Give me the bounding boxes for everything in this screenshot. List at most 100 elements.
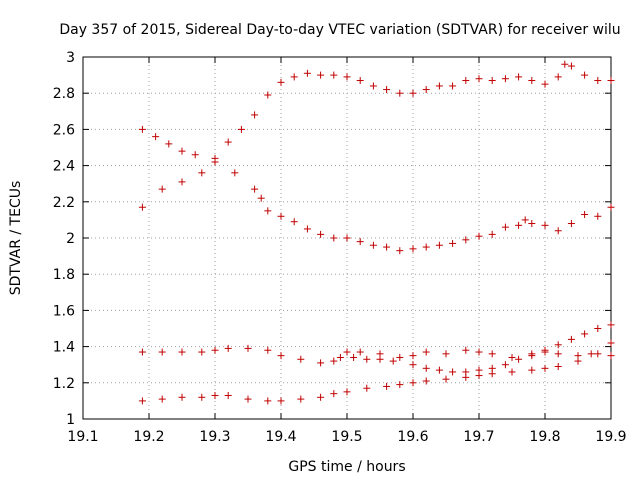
data-point: [343, 73, 351, 81]
data-point: [422, 348, 430, 356]
data-point: [488, 77, 496, 85]
data-point: [264, 397, 272, 405]
data-point: [396, 353, 404, 361]
data-point: [409, 379, 417, 387]
data-point: [422, 86, 430, 94]
data-point: [515, 221, 523, 229]
data-point: [594, 77, 602, 85]
data-point: [330, 390, 338, 398]
data-point: [475, 348, 483, 356]
data-point: [587, 350, 595, 358]
y-tick-label: 1.6: [53, 303, 75, 319]
data-point: [515, 355, 523, 363]
x-tick-label: 19.5: [331, 429, 362, 445]
data-point: [383, 243, 391, 251]
data-point: [528, 77, 536, 85]
data-point: [198, 393, 206, 401]
data-point: [178, 393, 186, 401]
x-tick-label: 19.1: [67, 429, 98, 445]
data-point: [567, 220, 575, 228]
data-point: [607, 352, 615, 360]
data-point: [442, 350, 450, 358]
data-point: [581, 330, 589, 338]
data-point: [297, 395, 305, 403]
data-point: [594, 350, 602, 358]
data-point: [442, 375, 450, 383]
y-tick-label: 2.8: [53, 86, 75, 102]
data-point: [369, 241, 377, 249]
data-point: [567, 335, 575, 343]
data-point: [488, 370, 496, 378]
data-point: [581, 210, 589, 218]
x-tick-label: 19.4: [265, 429, 296, 445]
data-point: [515, 73, 523, 81]
data-point: [178, 178, 186, 186]
data-point: [277, 78, 285, 86]
series-track-2: [138, 125, 615, 255]
data-point: [462, 373, 470, 381]
data-point: [165, 140, 173, 148]
x-axis-label: GPS time / hours: [288, 459, 405, 475]
data-point: [554, 350, 562, 358]
data-point: [317, 393, 325, 401]
x-tick-labels: 19.1 19.2 19.3 19.4 19.5 19.6 19.7 19.8 19.9: [67, 429, 626, 445]
series-track-3: [138, 344, 615, 367]
y-tick-label: 3: [66, 50, 75, 66]
data-point: [191, 151, 199, 159]
data-point: [449, 368, 457, 376]
data-point: [343, 388, 351, 396]
data-point: [501, 361, 509, 369]
data-point: [330, 234, 338, 242]
data-point: [561, 60, 569, 68]
data-point: [198, 348, 206, 356]
data-point: [369, 82, 377, 90]
data-point: [317, 230, 325, 238]
y-tick-label: 2.6: [53, 122, 75, 138]
data-point: [178, 348, 186, 356]
data-point: [528, 220, 536, 228]
data-point: [554, 341, 562, 349]
data-point: [449, 239, 457, 247]
data-point: [409, 89, 417, 97]
y-tick-label: 2: [66, 231, 75, 247]
data-points: [138, 60, 615, 405]
data-point: [290, 218, 298, 226]
x-tick-label: 19.2: [133, 429, 164, 445]
x-tick-label: 19.6: [397, 429, 428, 445]
data-point: [158, 348, 166, 356]
data-point: [409, 352, 417, 360]
data-point: [449, 82, 457, 90]
data-point: [330, 357, 338, 365]
data-point: [607, 77, 615, 85]
data-point: [607, 321, 615, 329]
data-point: [297, 355, 305, 363]
data-point: [343, 234, 351, 242]
data-point: [224, 391, 232, 399]
data-point: [138, 397, 146, 405]
data-point: [389, 357, 397, 365]
data-point: [508, 353, 516, 361]
y-tick-label: 2.4: [53, 159, 75, 175]
data-point: [422, 243, 430, 251]
data-point: [607, 339, 615, 347]
data-point: [211, 346, 219, 354]
chart-title: Day 357 of 2015, Sidereal Day-to-day VTE…: [59, 22, 620, 38]
data-point: [257, 194, 265, 202]
data-point: [554, 363, 562, 371]
data-point: [607, 203, 615, 211]
data-point: [251, 111, 259, 119]
series-track-1: [138, 60, 615, 211]
data-point: [237, 125, 245, 133]
data-point: [317, 71, 325, 79]
data-point: [383, 382, 391, 390]
data-point: [581, 71, 589, 79]
x-tick-label: 19.8: [529, 429, 560, 445]
x-tick-label: 19.3: [199, 429, 230, 445]
data-point: [528, 350, 536, 358]
data-point: [303, 69, 311, 77]
y-tick-label: 1.8: [53, 267, 75, 283]
data-point: [336, 353, 344, 361]
series-track-5: [138, 339, 615, 405]
data-point: [158, 185, 166, 193]
